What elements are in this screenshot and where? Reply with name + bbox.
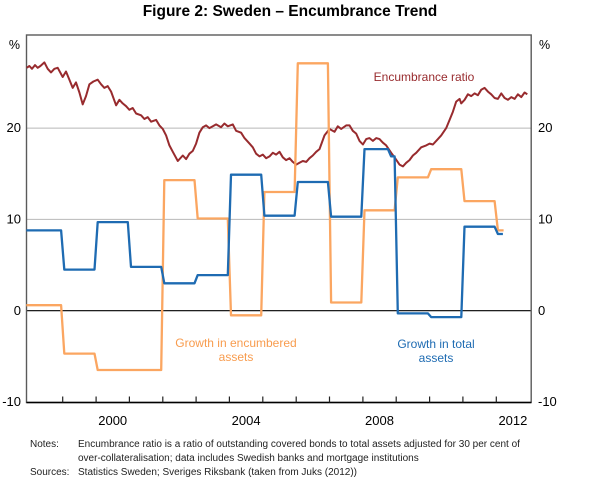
y-tick-neg10-left: -10 [2,394,21,409]
growth-total-label-line2: assets [419,351,454,365]
encumbrance-chart: % 20 10 0 -10 % 20 10 0 -10 2000 2004 20… [2,34,557,428]
growth-encumbered-label-line2: assets [219,350,254,364]
notes-text-line2: over-collateralisation; data includes Sw… [78,453,419,464]
notes-block: Notes: Encumbrance ratio is a ratio of o… [30,438,586,480]
y-tick-20-right: 20 [538,120,552,135]
x-tick-2008: 2008 [365,413,394,428]
y-tick-0-right: 0 [538,303,545,318]
series-1 [26,62,504,372]
series-2 [26,147,503,319]
x-tick-2000: 2000 [98,413,127,428]
encumbrance-ratio-label: Encumbrance ratio [374,70,475,84]
sources-text: Statistics Sweden; Sveriges Riksbank (ta… [78,467,357,478]
y-tick-10-left: 10 [7,212,21,227]
sources-label: Sources: [30,467,70,478]
series-0 [26,61,528,168]
growth-total-label-line1: Growth in total [397,337,474,351]
growth-encumbered-label-line1: Growth in encumbered [175,336,296,350]
figure-title: Figure 2: Sweden – Encumbrance Trend [142,3,438,20]
notes-text-line1: Encumbrance ratio is a ratio of outstand… [78,439,520,450]
y-tick-neg10-right: -10 [538,394,557,409]
y-tick-10-right: 10 [538,212,552,227]
plot-area [25,34,532,404]
x-tick-2012: 2012 [498,413,527,428]
y-tick-20-left: 20 [7,120,21,135]
x-tick-2004: 2004 [232,413,261,428]
y-axis-unit-right: % [539,38,550,52]
y-axis-unit-left: % [9,38,20,52]
notes-label: Notes: [30,439,59,450]
y-tick-0-left: 0 [14,303,21,318]
